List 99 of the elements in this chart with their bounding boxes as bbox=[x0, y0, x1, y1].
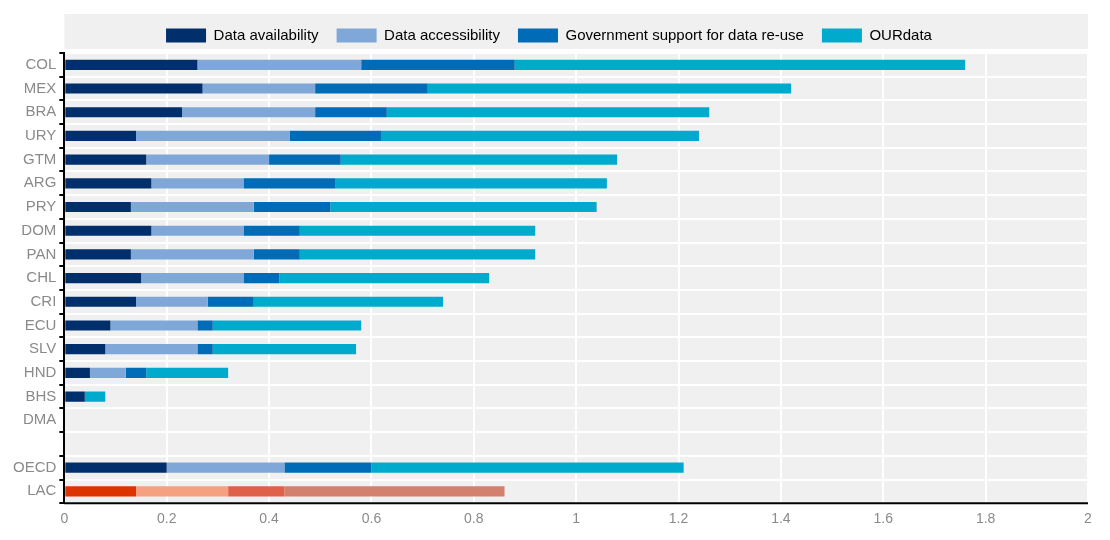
x-tick-label: 2 bbox=[1084, 510, 1093, 527]
bar bbox=[197, 344, 213, 355]
y-tick-label: OECD bbox=[12, 457, 57, 475]
bar bbox=[284, 462, 372, 473]
x-tick-label: 0.8 bbox=[464, 510, 484, 527]
y-tick-label: GTM bbox=[23, 149, 57, 167]
bar bbox=[65, 462, 167, 473]
y-tick-label: COL bbox=[25, 54, 57, 72]
bar bbox=[166, 462, 285, 473]
bar bbox=[315, 107, 387, 118]
y-tick-label: MEX bbox=[23, 78, 57, 96]
bar bbox=[427, 83, 792, 94]
y-tick-label: PAN bbox=[26, 244, 57, 262]
x-tick-label: 0.2 bbox=[156, 510, 177, 527]
bar bbox=[207, 296, 254, 307]
y-tick-label: HND bbox=[23, 363, 57, 381]
bar bbox=[151, 225, 244, 236]
bar bbox=[340, 154, 618, 165]
bar bbox=[151, 178, 244, 189]
bar bbox=[125, 367, 147, 378]
y-tick-label: DMA bbox=[22, 410, 57, 428]
y-tick-label: PRY bbox=[25, 197, 57, 215]
bar bbox=[65, 59, 198, 70]
bar bbox=[89, 367, 126, 378]
bar bbox=[135, 130, 290, 141]
bar bbox=[299, 225, 536, 236]
y-tick-label: CHL bbox=[26, 268, 57, 286]
bar bbox=[65, 249, 131, 260]
y-tick-label: ECU bbox=[24, 315, 57, 333]
bar bbox=[146, 154, 270, 165]
bar bbox=[65, 486, 136, 497]
bar bbox=[110, 320, 198, 331]
y-tick-label: CRI bbox=[30, 291, 57, 309]
bar bbox=[65, 154, 147, 165]
bar bbox=[243, 273, 280, 284]
bar bbox=[65, 320, 111, 331]
bar bbox=[253, 249, 300, 260]
bar bbox=[65, 225, 152, 236]
bar bbox=[253, 201, 331, 213]
bar bbox=[279, 273, 490, 284]
x-tick-label: 0 bbox=[60, 510, 69, 527]
y-tick-label: BHS bbox=[25, 386, 57, 404]
bar bbox=[514, 59, 966, 70]
bar bbox=[65, 391, 85, 402]
x-tick-label: 1.6 bbox=[873, 510, 894, 527]
x-tick-label: 0.6 bbox=[361, 510, 382, 527]
y-tick-label: BRA bbox=[25, 102, 57, 120]
bar bbox=[141, 273, 244, 284]
bar bbox=[65, 296, 136, 307]
bar bbox=[381, 130, 700, 141]
bar bbox=[65, 130, 136, 141]
bar bbox=[284, 486, 505, 497]
bar bbox=[135, 486, 229, 497]
bar bbox=[315, 83, 428, 94]
y-tick-label: SLV bbox=[29, 339, 57, 357]
bar bbox=[84, 391, 106, 402]
bar bbox=[299, 249, 536, 260]
bar bbox=[202, 83, 316, 94]
y-tick-label: ARG bbox=[23, 173, 57, 191]
bar bbox=[65, 367, 90, 378]
y-tick-label: DOM bbox=[21, 220, 57, 238]
x-tick-label: 1.2 bbox=[668, 510, 689, 527]
bar bbox=[289, 130, 382, 141]
bar bbox=[197, 320, 213, 331]
bar bbox=[135, 296, 208, 307]
bar bbox=[243, 178, 336, 189]
x-tick-label: 0.4 bbox=[259, 510, 280, 527]
y-tick-label: LAC bbox=[27, 481, 57, 499]
legend-label: Government support for data re-use bbox=[565, 25, 804, 43]
y-tick-label: URY bbox=[24, 126, 57, 144]
bar bbox=[65, 273, 142, 284]
x-tick-label: 1.4 bbox=[771, 510, 791, 527]
x-tick-label: 1.8 bbox=[975, 510, 996, 527]
bar bbox=[330, 201, 597, 213]
bar bbox=[386, 107, 710, 118]
bar bbox=[228, 486, 285, 497]
bar bbox=[65, 178, 152, 189]
legend-label: Data accessibility bbox=[384, 25, 501, 43]
bar bbox=[243, 225, 300, 236]
bar bbox=[65, 83, 203, 94]
bar bbox=[335, 178, 607, 189]
legend-label: Data availability bbox=[213, 25, 320, 43]
x-tick-label: 1 bbox=[572, 510, 581, 527]
bar bbox=[105, 344, 198, 355]
bar bbox=[269, 154, 341, 165]
legend-label: OURdata bbox=[869, 25, 933, 43]
bar bbox=[182, 107, 316, 118]
bar bbox=[130, 249, 254, 260]
bar bbox=[65, 107, 183, 118]
bar bbox=[212, 320, 362, 331]
bar bbox=[146, 367, 229, 378]
bar bbox=[65, 344, 106, 355]
bar bbox=[197, 59, 362, 70]
bar bbox=[361, 59, 515, 70]
bar bbox=[371, 462, 684, 473]
bar bbox=[65, 201, 131, 213]
bar bbox=[212, 344, 357, 355]
bar bbox=[253, 296, 444, 307]
bar bbox=[130, 201, 254, 213]
